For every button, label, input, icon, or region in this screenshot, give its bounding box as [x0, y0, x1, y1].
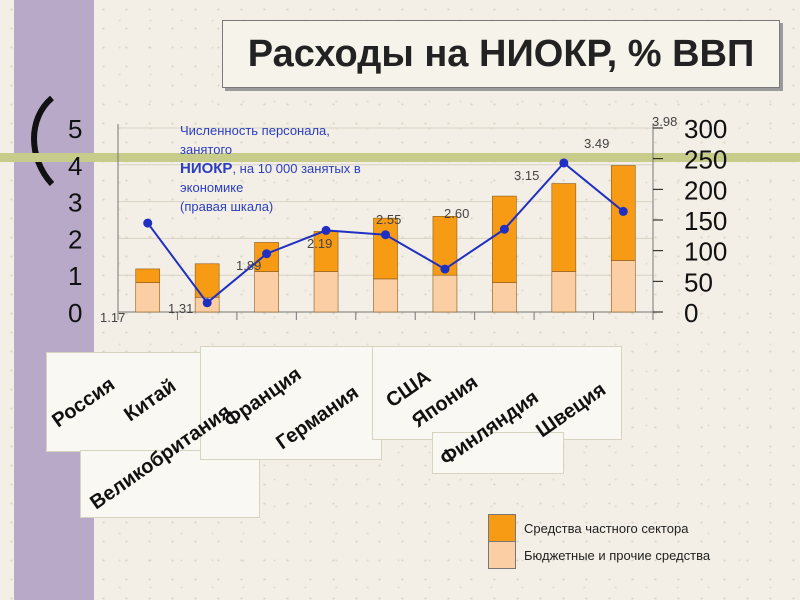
- right-tick-label: 200: [684, 175, 727, 205]
- annotation-line: (правая шкала): [180, 199, 273, 214]
- annotation-rest: , на 10 000 занятых в: [232, 161, 360, 176]
- bar-budget: [135, 282, 161, 313]
- total-value-label: 1.17: [100, 310, 125, 325]
- decorative-green-bar: [0, 153, 800, 162]
- category-label: Россия: [48, 373, 119, 432]
- bar-private: [492, 195, 517, 283]
- right-tick-label: 300: [684, 114, 727, 144]
- left-tick-label: 1: [68, 261, 82, 291]
- personnel-point: [262, 249, 272, 259]
- personnel-point: [618, 206, 628, 216]
- annotation-line: НИОКР, на 10 000 занятых в: [180, 160, 361, 177]
- total-value-label: 2.19: [307, 236, 332, 251]
- total-value-label: 1.31: [168, 301, 193, 316]
- legend-label-budget: Бюджетные и прочие средства: [524, 547, 711, 563]
- total-value-label: 1.89: [236, 258, 261, 273]
- country-label-box: [200, 346, 382, 460]
- slide-title: Расходы на НИОКР, % ВВП: [222, 20, 780, 88]
- category-label: Швеция: [532, 378, 610, 442]
- total-value-label: 2.60: [444, 206, 469, 221]
- left-tick-label: 4: [68, 151, 82, 181]
- bar-budget: [373, 278, 398, 313]
- personnel-point: [381, 230, 390, 240]
- bar-budget: [610, 260, 636, 313]
- bar-private: [135, 268, 161, 283]
- category-label: Китай: [120, 375, 180, 426]
- total-value-label: 3.98: [652, 114, 677, 129]
- left-tick-label: 5: [68, 114, 82, 144]
- country-label-box: [80, 450, 260, 518]
- bar-budget: [313, 271, 339, 313]
- country-label-box: [372, 346, 622, 440]
- annotation-bold: НИОКР: [180, 160, 232, 177]
- personnel-point: [143, 218, 153, 228]
- bar-budget: [254, 271, 279, 313]
- right-tick-label: 0: [684, 298, 698, 328]
- legend-label-private: Средства частного сектора: [524, 520, 689, 536]
- total-value-label: 2.55: [376, 212, 401, 227]
- right-tick-label: 250: [684, 145, 727, 175]
- total-value-label: 3.15: [514, 168, 539, 183]
- annotation-line: экономике: [180, 180, 243, 195]
- personnel-point: [499, 224, 509, 234]
- bar-private: [313, 231, 339, 272]
- left-tick-label: 0: [68, 298, 82, 328]
- total-value-label: 3.49: [584, 136, 609, 151]
- right-tick-label: 100: [684, 237, 727, 267]
- right-tick-label: 50: [684, 267, 713, 297]
- bar-budget: [492, 282, 517, 313]
- left-tick-label: 2: [68, 224, 82, 254]
- bar-budget: [551, 271, 577, 313]
- bar-budget: [432, 274, 458, 313]
- right-tick-label: 150: [684, 206, 727, 236]
- legend-swatch-budget: [488, 541, 516, 569]
- bar-private: [373, 217, 398, 280]
- personnel-point: [202, 298, 212, 308]
- legend-item-private: Средства частного сектора: [488, 514, 688, 542]
- annotation-line: занятого: [180, 142, 232, 157]
- left-tick-label: 3: [68, 188, 82, 218]
- personnel-point: [440, 264, 450, 274]
- country-label-box: [432, 432, 564, 474]
- bracket-ornament: [31, 96, 55, 186]
- legend-swatch-private: [488, 514, 516, 542]
- bar-private: [551, 183, 577, 272]
- personnel-point: [321, 225, 331, 235]
- legend-item-budget: Бюджетные и прочие средства: [488, 541, 710, 569]
- annotation-line: Численность персонала,: [180, 123, 330, 138]
- category-label: Великобритания: [86, 401, 235, 514]
- personnel-point: [559, 158, 569, 168]
